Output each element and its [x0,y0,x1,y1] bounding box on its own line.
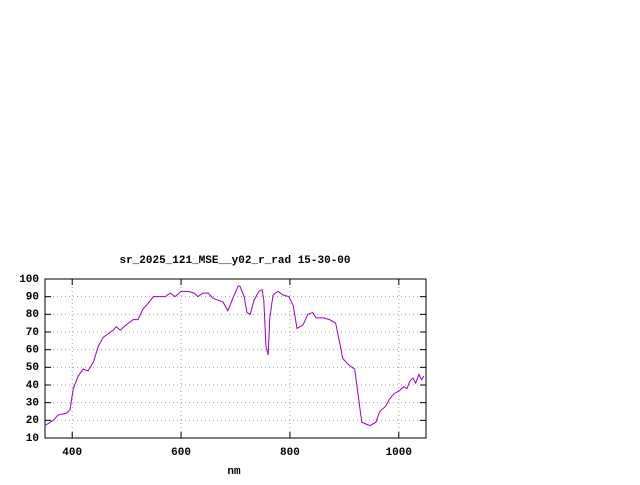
x-tick-label: 1000 [386,447,412,459]
y-tick-label: 90 [26,292,39,304]
y-tick-label: 80 [26,309,39,321]
plot-frame [44,278,427,439]
y-tick-label: 50 [26,362,39,374]
y-tick-label: 70 [26,327,39,339]
data-line [44,285,425,427]
x-tick-label: 600 [171,447,191,459]
x-tick-label: 800 [280,447,300,459]
y-tick-label: 30 [26,398,39,410]
x-axis-label: nm [227,466,241,478]
chart-title: sr_2025_121_MSE__y02_r_rad 15-30-00 [119,255,350,267]
y-tick-label: 20 [26,415,39,427]
y-tick-label: 40 [26,380,39,392]
x-tick-label: 400 [62,447,82,459]
y-tick-label: 10 [26,433,39,445]
y-tick-label: 60 [26,345,39,357]
y-tick-label: 100 [19,274,39,286]
